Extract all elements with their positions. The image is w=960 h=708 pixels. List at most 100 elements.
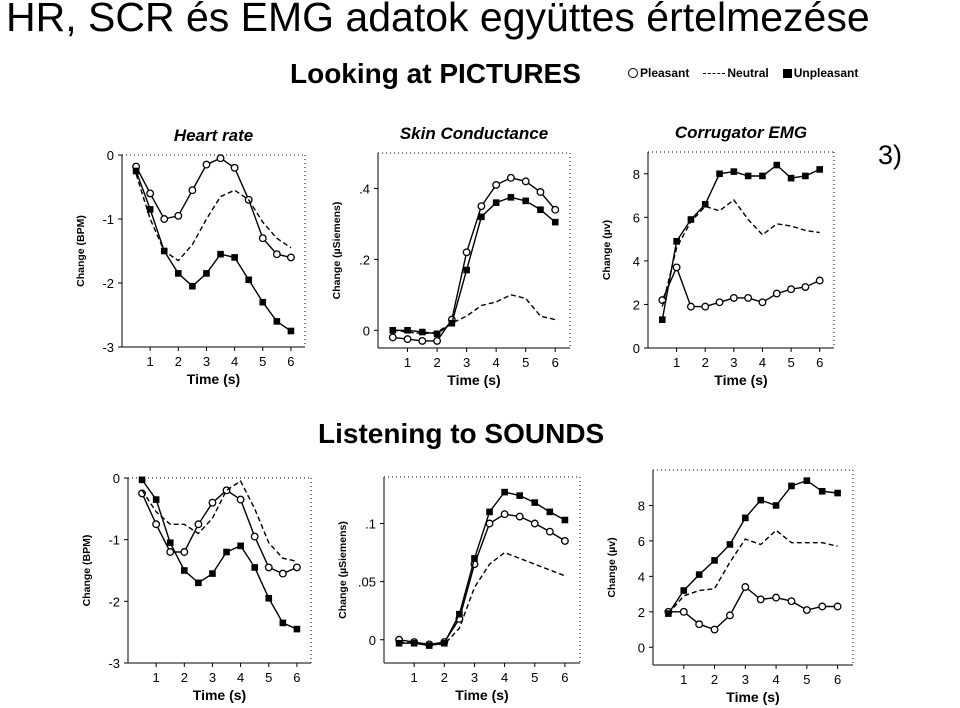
data-point-pleasant [815,276,824,285]
y-axis-label: Change (BPM) [75,215,87,287]
chart-panel-5: 0 2 4 6 8 1 2 3 4 5 6 Time (s) Change (µv) [606,469,854,705]
data-point-unpleasant [742,514,749,522]
x-tick-label: 4 [493,355,500,370]
x-axis-label: Time (s) [187,371,240,387]
data-point-unpleasant [448,319,456,327]
x-tick-label: 5 [522,355,529,370]
data-point-unpleasant [486,508,493,516]
data-point-pleasant [741,583,750,591]
y-tick-label: 2 [633,297,640,312]
series-line-unpleasant [141,479,298,630]
data-point-pleasant [536,188,545,196]
x-tick-label: 1 [147,354,154,369]
x-tick-label: 3 [471,670,478,685]
data-point-pleasant [500,510,509,519]
data-point-unpleasant [471,555,478,562]
data-point-unpleasant [251,564,258,571]
data-point-pleasant [772,289,781,298]
x-tick-label: 5 [259,354,266,369]
x-axis-label: Time (s) [447,372,500,388]
data-point-unpleasant [389,326,397,334]
legend-label-unpleasant: Unpleasant [793,66,859,80]
series-line-unpleasant [135,170,292,332]
y-tick-label: 0 [638,640,645,655]
y-tick-label: 0 [369,633,376,648]
y-tick-label: .1 [365,517,376,532]
data-point-pleasant [236,495,245,504]
data-point-unpleasant [166,539,174,547]
data-point-pleasant [418,336,427,345]
x-tick-label: 6 [287,354,294,369]
y-tick-label: -2 [102,276,114,291]
x-tick-label: 6 [816,355,823,370]
x-tick-label: 1 [673,355,680,370]
data-point-pleasant [679,607,688,616]
data-point-unpleasant [231,254,238,261]
data-point-pleasant [521,177,530,186]
data-point-unpleasant [531,499,539,506]
data-point-unpleasant [463,266,470,274]
x-tick-label: 6 [561,670,568,685]
data-point-unpleasant [404,326,411,334]
y-axis-label: Change (BPM) [81,535,93,607]
series-line-pleasant [668,585,838,631]
legend-item-pleasant: Pleasant [628,66,689,80]
data-point-pleasant [180,548,189,556]
data-point-unpleasant [132,167,140,175]
data-point-pleasant [672,263,681,272]
data-point-unpleasant [561,516,569,524]
data-point-pleasant [174,211,183,220]
data-point-unpleasant [726,541,734,548]
legend: Pleasant Neutral Unpleasant [628,66,866,80]
x-tick-label: 1 [153,670,160,685]
data-point-pleasant [818,602,827,611]
data-point-unpleasant [551,218,559,226]
x-axis-label: Time (s) [726,689,779,705]
data-point-pleasant [686,302,695,311]
data-point-pleasant [433,336,442,345]
data-point-unpleasant [395,639,403,647]
data-point-pleasant [560,536,569,545]
data-point-unpleasant [802,172,809,180]
data-point-unpleasant [757,496,764,504]
x-tick-label: 1 [680,672,687,687]
data-point-unpleasant [492,199,500,206]
data-point-unpleasant [425,642,433,649]
data-point-unpleasant [803,477,811,484]
data-point-unpleasant [516,492,523,499]
data-point-pleasant [744,293,753,302]
data-point-unpleasant [433,330,441,338]
y-tick-label: 0 [633,341,640,356]
data-point-unpleasant [478,213,485,221]
data-point-pleasant [729,293,738,302]
data-point-pleasant [278,569,287,578]
x-tick-label: 3 [209,670,216,685]
data-point-unpleasant [138,476,146,484]
series-line-neutral [392,294,556,335]
data-point-unpleasant [181,567,188,574]
data-point-unpleasant [818,487,826,495]
x-tick-label: 1 [404,355,411,370]
y-tick-label: 0 [363,323,370,338]
y-tick-label: -1 [102,212,114,227]
data-point-unpleasant [293,625,301,633]
data-point-unpleasant [730,168,738,175]
data-point-pleasant [756,595,765,604]
y-tick-label: 8 [633,167,640,182]
x-tick-label: 5 [531,670,538,685]
x-tick-label: 3 [203,354,210,369]
chart-panel-3: 0 -1 -2 -3 1 2 3 4 5 6 Time (s) Change (BPM) [81,471,312,703]
data-point-pleasant [160,215,169,223]
data-point-pleasant [188,186,197,195]
x-axis-label: Time (s) [193,687,246,703]
series-line-neutral [399,551,566,646]
data-point-pleasant [194,520,203,529]
data-point-pleasant [506,173,515,182]
y-axis-label: Change (µv) [601,220,613,280]
data-point-unpleasant [237,542,244,550]
y-tick-label: 0 [107,148,114,163]
series-line-unpleasant [661,164,820,320]
x-axis-label: Time (s) [714,372,767,388]
y-tick-label: -3 [102,340,114,355]
data-point-pleasant [146,189,155,198]
